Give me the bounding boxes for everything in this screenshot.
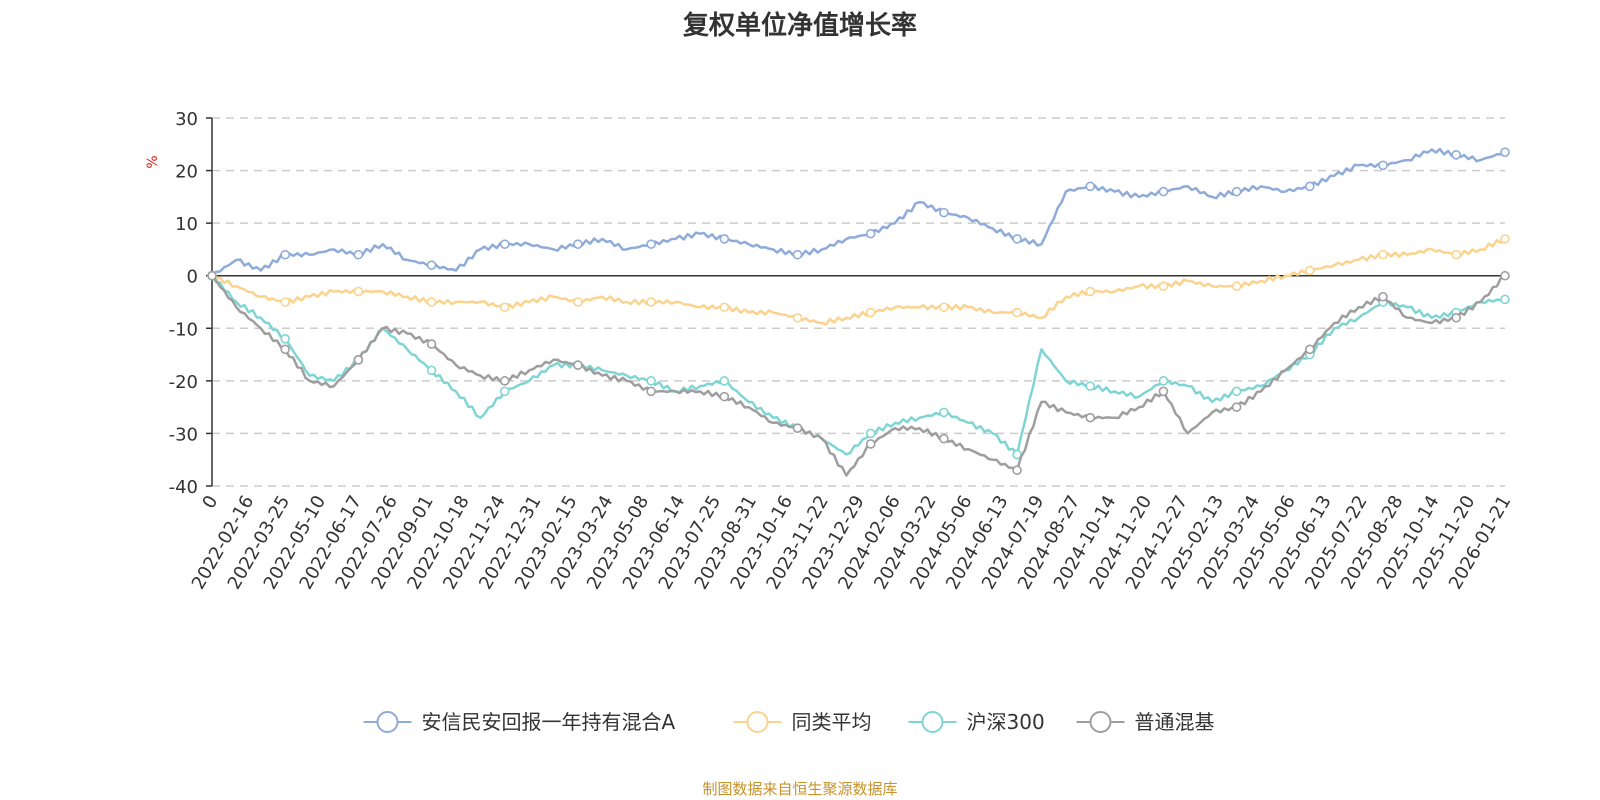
chart-title: 复权单位净值增长率 [683,10,917,41]
series-point [1231,402,1242,412]
series-point [1012,465,1022,476]
series-point [719,302,730,313]
x-tick-label: 0 [198,492,222,512]
series-point [719,376,730,386]
series-point [792,423,803,433]
series-point [646,297,656,307]
series-point [1451,312,1462,323]
series-point [865,439,876,449]
series-point [499,376,510,386]
legend-label: 沪深300 [967,710,1045,734]
y-tick-label: 30 [175,109,198,130]
series-point [1012,234,1022,244]
series-point [865,228,876,239]
legend: 安信民安回报一年持有混合A 同类平均 沪深300 普通混基 [363,710,1215,734]
series-point [426,260,437,271]
legend-marker [376,711,399,733]
y-tick-label: 10 [175,214,198,235]
y-tick-label: -30 [169,424,198,445]
series-point [573,360,583,370]
y-tick-label: -20 [169,372,198,393]
series-line [210,275,1506,456]
legend-label: 同类平均 [792,710,872,734]
series-lines [207,147,1510,477]
series-point [1500,147,1510,157]
legend-marker [1089,711,1112,733]
series-point [1378,160,1388,171]
series-point [280,333,290,344]
x-axis-ticks: 02022-02-162022-03-252022-05-102022-06-1… [188,492,1516,593]
series-point [939,207,949,218]
series-point [646,239,656,249]
series-point [1451,249,1462,260]
series-point [1231,386,1242,397]
y-tick-label: 0 [187,267,198,288]
series-point [1231,186,1242,197]
series-line [211,274,1506,477]
series-line [211,147,1506,277]
series-point [1305,265,1315,276]
series-point [499,386,510,397]
series-point [1500,270,1510,281]
series-point [1085,286,1096,297]
series-point [207,270,217,281]
series-point [792,249,803,260]
legend-marker [921,711,944,733]
series-point [1085,412,1096,423]
series-point [499,239,510,249]
series-point [1012,307,1022,318]
series-point [719,391,730,402]
series-point [719,234,730,244]
series-point [426,365,437,376]
series-point [1158,186,1169,197]
series-point [1500,234,1510,244]
series-point [865,307,876,318]
series-point [426,297,437,307]
series-line [211,237,1506,326]
y-tick-label: 20 [175,162,198,183]
series-point [573,297,583,307]
series-point [792,312,803,323]
series-point [280,249,290,260]
series-point [426,339,437,349]
axes [211,118,1505,486]
series-point [1085,181,1096,192]
series-point [646,386,656,397]
series-point [280,297,290,307]
source-note: 制图数据来自恒生聚源数据库 [702,780,897,798]
series-point [1085,381,1096,391]
series-point [353,249,364,260]
series-point [353,286,364,297]
y-tick-label: -40 [169,477,198,498]
series-point [1378,291,1388,302]
series-point [939,433,949,444]
legend-marker [746,711,769,733]
y-axis-unit: % [145,155,161,168]
series-point [1451,150,1462,160]
series-point [939,407,949,418]
y-tick-label: -10 [169,319,198,340]
series-point [939,302,949,313]
series-point [1158,386,1169,397]
y-axis-ticks: 30 20 10 0 -10 -20 -30 -40 [169,109,212,498]
legend-label: 普通混基 [1135,710,1215,734]
grid-lines [212,117,1505,487]
series-point [1305,344,1315,355]
series-point [646,376,656,386]
series-point [1500,294,1510,305]
series-point [1158,281,1169,292]
series-point [353,355,364,365]
series-point [1231,281,1242,292]
legend-label: 安信民安回报一年持有混合A [422,710,676,734]
series-point [1378,249,1388,260]
series-point [280,344,290,355]
series-point [573,239,583,249]
series-point [499,302,510,313]
series-point [1305,181,1315,192]
series-point [865,428,876,439]
series-point [1158,376,1169,386]
